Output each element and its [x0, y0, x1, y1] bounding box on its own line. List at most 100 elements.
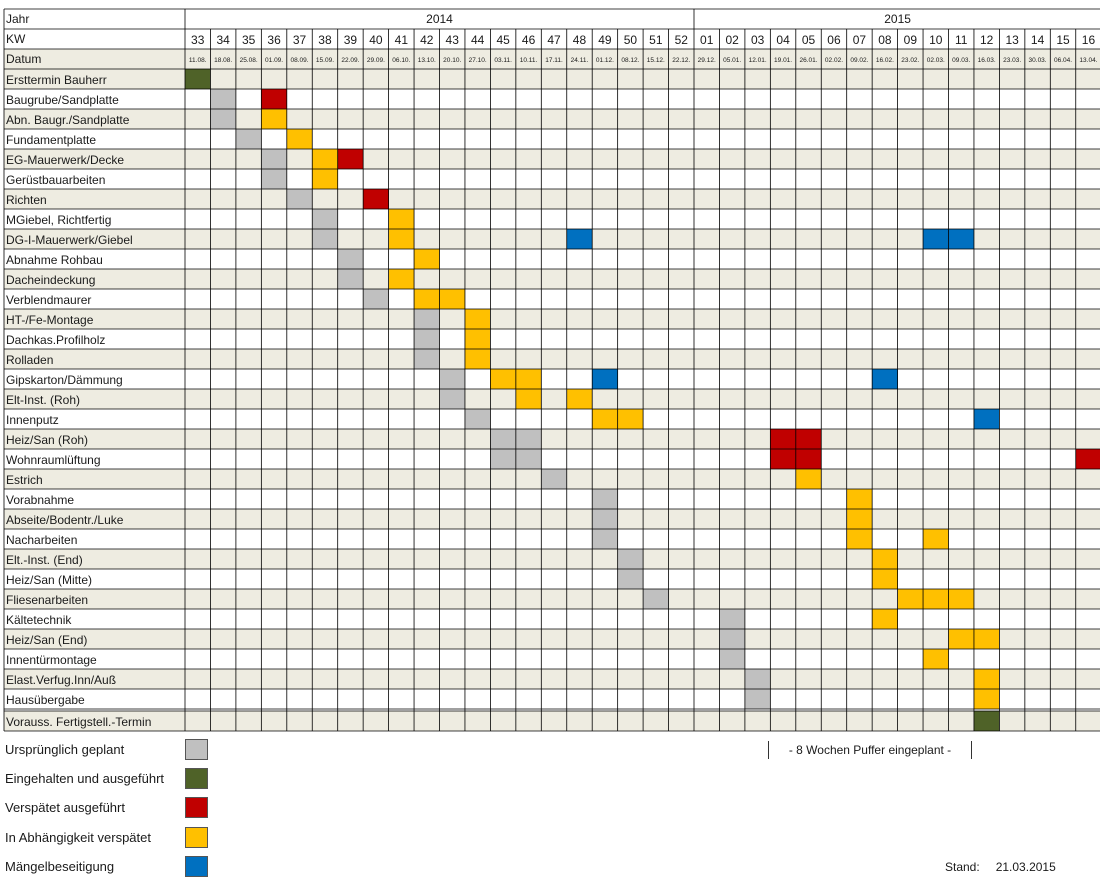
task-cell	[286, 129, 313, 149]
row-shade	[4, 589, 1100, 609]
week-label: 13	[1005, 33, 1019, 47]
week-label: 42	[420, 33, 434, 47]
task-cell	[490, 449, 516, 469]
task-cell	[414, 289, 440, 309]
date-label: 29.12.	[698, 57, 716, 64]
task-cell	[617, 569, 644, 589]
task-cell	[414, 329, 440, 349]
week-label: 44	[471, 33, 485, 47]
task-cell	[464, 309, 491, 329]
legend-item: In Abhängigkeit verspätet	[5, 826, 208, 848]
week-label: 16	[1082, 33, 1096, 47]
task-cell	[312, 149, 338, 169]
row-shade	[4, 629, 1100, 649]
task-cell	[795, 449, 822, 469]
task-cell	[846, 489, 873, 509]
stand-label: Stand:	[945, 860, 980, 874]
task-label: Abseite/Bodentr./Luke	[6, 513, 124, 527]
date-label: 02.03.	[927, 57, 945, 64]
week-label: 01	[700, 33, 714, 47]
task-label: Wohnraumlüftung	[6, 453, 101, 467]
legend-swatch	[185, 738, 208, 760]
date-label: 05.01.	[723, 57, 741, 64]
legend-item: Verspätet ausgeführt	[5, 796, 208, 818]
schedule-chart: Jahr KW Datum 2014 2015 33 11.08. 34 18.08. 35 25.…	[3, 8, 1100, 732]
date-label: 24.11.	[571, 57, 589, 64]
task-cell	[795, 429, 822, 449]
task-cell	[464, 329, 491, 349]
date-label: 27.10.	[469, 57, 487, 64]
row-shade	[4, 109, 1100, 129]
task-label: MGiebel, Richtfertig	[6, 213, 111, 227]
task-label: Ersttermin Bauherr	[6, 73, 107, 87]
week-label: 40	[369, 33, 383, 47]
task-label: Heiz/San (Mitte)	[6, 573, 92, 587]
task-label: Dacheindeckung	[6, 273, 95, 287]
task-label: Elt.-Inst. (End)	[6, 553, 83, 567]
task-cell	[923, 229, 949, 249]
date-label: 15.12.	[647, 57, 665, 64]
task-label: Gerüstbauarbeiten	[6, 173, 105, 187]
week-label: 52	[675, 33, 689, 47]
task-cell	[948, 589, 974, 609]
header-label-year: Jahr	[6, 12, 29, 26]
week-label: 35	[242, 33, 256, 47]
task-cell	[515, 429, 542, 449]
task-cell	[719, 609, 745, 629]
task-cell	[439, 369, 465, 389]
week-label: 34	[216, 33, 230, 47]
week-label: 12	[980, 33, 994, 47]
week-label: 09	[904, 33, 918, 47]
week-label: 07	[853, 33, 867, 47]
week-label: 06	[827, 33, 841, 47]
date-label: 06.10.	[392, 57, 410, 64]
row-shade	[4, 549, 1100, 569]
task-cell	[363, 189, 389, 209]
date-label: 02.02.	[825, 57, 843, 64]
task-cell	[388, 269, 415, 289]
date-label: 18.08.	[214, 57, 232, 64]
week-label: 08	[878, 33, 892, 47]
week-label: 43	[446, 33, 460, 47]
task-cell	[414, 309, 440, 329]
row-shade	[4, 669, 1100, 689]
date-label: 03.11.	[494, 57, 512, 64]
task-cell	[261, 109, 287, 129]
task-cell	[973, 629, 1000, 649]
task-cell	[515, 449, 542, 469]
task-cell	[337, 149, 364, 169]
week-label: 10	[929, 33, 943, 47]
week-label: 14	[1031, 33, 1045, 47]
task-cell	[719, 649, 745, 669]
legend-item: Eingehalten und ausgeführt	[5, 767, 208, 789]
year-label: 2014	[426, 12, 453, 26]
date-label: 11.08.	[189, 57, 207, 64]
buffer-note: - 8 Wochen Puffer eingeplant -	[768, 741, 972, 759]
task-cell	[592, 369, 618, 389]
task-cell	[337, 269, 364, 289]
task-cell	[464, 409, 491, 429]
task-cell	[973, 689, 1000, 709]
date-label: 30.03.	[1029, 57, 1047, 64]
task-label: Kältetechnik	[6, 613, 72, 627]
task-label: Fundamentplatte	[6, 133, 96, 147]
week-label: 37	[293, 33, 307, 47]
task-cell	[286, 189, 313, 209]
task-cell	[185, 69, 211, 89]
date-label: 01.12.	[596, 57, 614, 64]
task-cell	[872, 369, 898, 389]
task-cell	[439, 389, 465, 409]
task-label: Dachkas.Profilholz	[6, 333, 105, 347]
row-shade	[4, 711, 1100, 731]
task-cell	[795, 469, 822, 489]
legend-swatch	[185, 826, 208, 848]
task-cell	[744, 669, 771, 689]
date-label: 09.02.	[850, 57, 868, 64]
row-shade	[4, 149, 1100, 169]
task-cell	[541, 469, 567, 489]
task-cell	[872, 609, 898, 629]
date-label: 23.03.	[1003, 57, 1021, 64]
task-cell	[872, 569, 898, 589]
task-cell	[210, 109, 236, 129]
task-cell	[261, 149, 287, 169]
